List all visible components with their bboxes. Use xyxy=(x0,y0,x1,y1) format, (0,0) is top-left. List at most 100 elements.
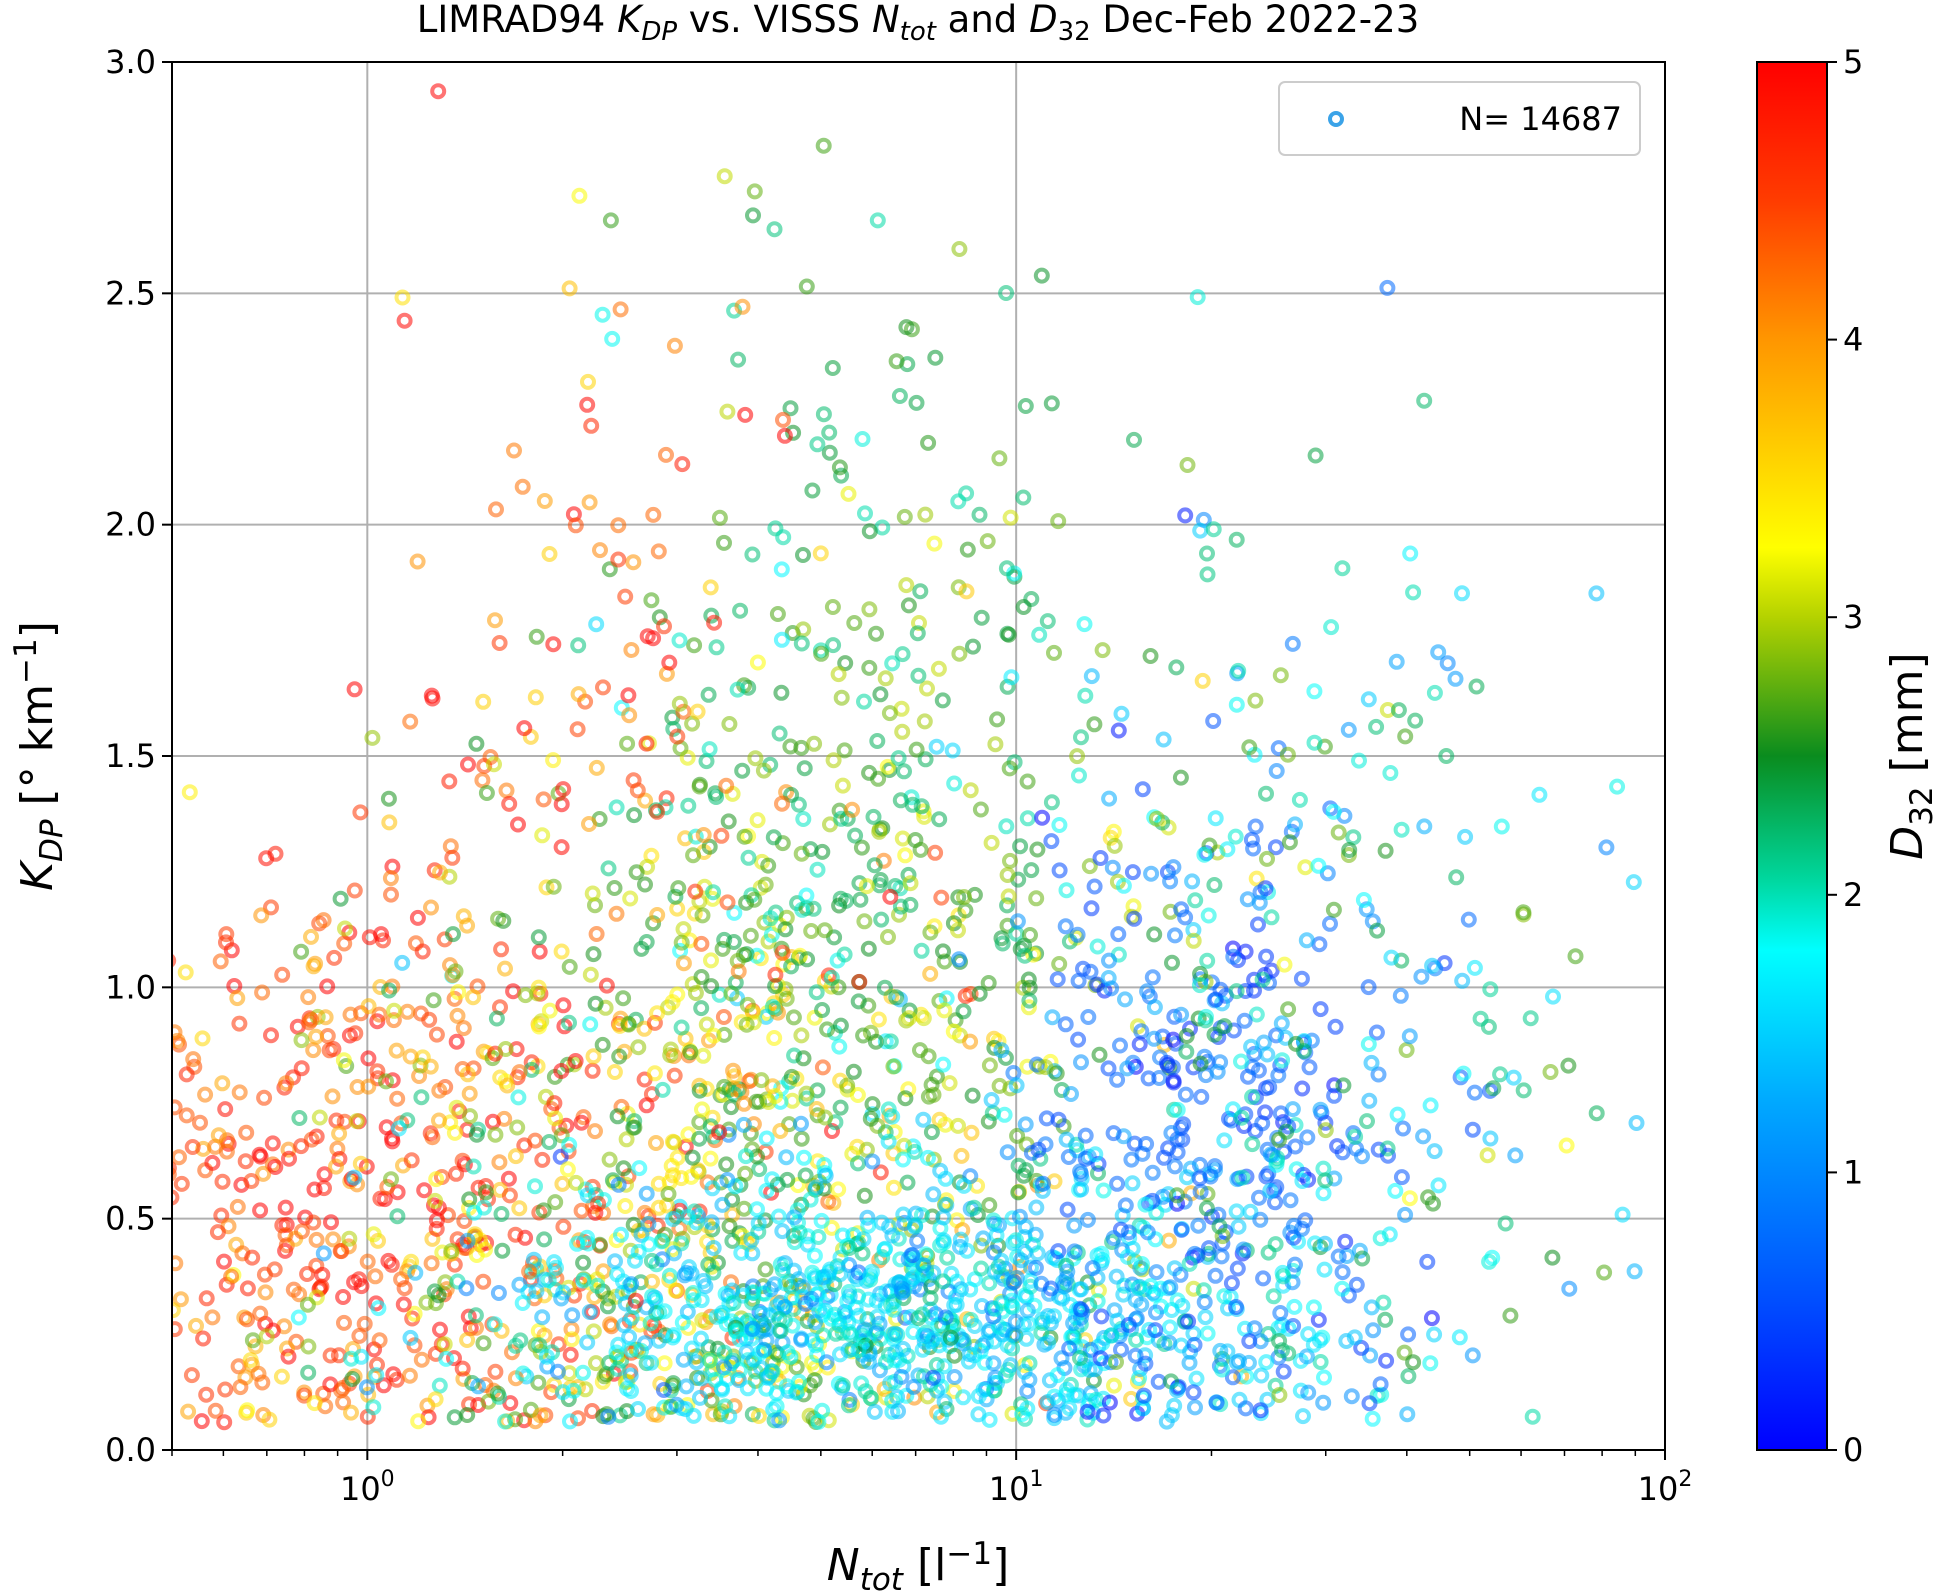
data-point xyxy=(595,679,611,696)
data-point xyxy=(184,1139,201,1155)
data-point xyxy=(1065,1315,1082,1332)
data-point xyxy=(1089,938,1106,955)
data-point xyxy=(1191,977,1208,994)
data-point xyxy=(1112,1037,1128,1054)
data-point xyxy=(158,1378,170,1390)
data-point xyxy=(907,1218,924,1235)
data-point xyxy=(254,984,271,1001)
data-point xyxy=(833,467,850,484)
data-point xyxy=(255,1165,272,1182)
data-point xyxy=(579,1187,596,1204)
data-point xyxy=(878,1354,894,1371)
data-point xyxy=(1272,1305,1289,1321)
data-point xyxy=(563,1331,580,1348)
data-point xyxy=(825,637,842,654)
data-point xyxy=(1178,1043,1195,1060)
data-point xyxy=(326,949,343,966)
data-point xyxy=(1247,692,1264,709)
data-point xyxy=(1156,1149,1172,1166)
data-point xyxy=(1161,1334,1178,1351)
data-point xyxy=(389,1208,406,1225)
data-point xyxy=(912,583,929,600)
data-point xyxy=(409,553,426,570)
data-point xyxy=(1372,1230,1389,1247)
data-point xyxy=(293,1060,310,1077)
data-point xyxy=(448,1033,465,1050)
data-point xyxy=(1430,1177,1447,1194)
data-point xyxy=(1174,1298,1191,1314)
data-point xyxy=(273,1368,290,1385)
data-point xyxy=(587,1204,604,1221)
data-point xyxy=(669,728,686,745)
data-point xyxy=(410,1413,427,1430)
data-point xyxy=(237,1153,254,1170)
data-point xyxy=(1319,865,1336,882)
data-point xyxy=(1146,926,1163,943)
data-point xyxy=(638,934,655,950)
data-point xyxy=(677,1401,694,1418)
data-point xyxy=(1175,1116,1192,1133)
data-point xyxy=(819,1021,836,1038)
data-point xyxy=(884,655,901,672)
data-point xyxy=(570,686,587,703)
data-point xyxy=(1142,648,1159,664)
data-point xyxy=(388,1371,405,1388)
data-point xyxy=(559,1161,576,1178)
data-point xyxy=(708,639,725,656)
data-point xyxy=(1407,712,1424,729)
data-point xyxy=(370,1300,387,1317)
data-point xyxy=(764,999,781,1015)
data-point xyxy=(495,912,512,929)
data-point xyxy=(928,1068,945,1085)
data-point xyxy=(941,1075,958,1092)
data-point xyxy=(764,1363,781,1380)
data-point xyxy=(172,953,177,968)
data-point xyxy=(1377,842,1394,859)
data-point xyxy=(666,1067,683,1084)
data-point xyxy=(915,1257,932,1274)
data-point xyxy=(691,1130,708,1147)
data-point xyxy=(1626,1263,1643,1280)
data-point xyxy=(981,1057,998,1074)
data-point xyxy=(1073,729,1089,746)
data-point xyxy=(1464,1347,1481,1364)
data-point xyxy=(725,934,742,950)
data-point xyxy=(958,583,975,600)
data-point xyxy=(1365,1322,1382,1339)
data-point xyxy=(1094,642,1111,659)
data-point xyxy=(527,689,544,706)
data-point xyxy=(1422,1355,1439,1372)
data-point xyxy=(946,1347,963,1364)
data-point xyxy=(1524,1408,1541,1425)
data-point xyxy=(1072,1350,1088,1366)
data-point xyxy=(1087,1146,1104,1163)
data-point xyxy=(1116,1277,1133,1294)
data-point xyxy=(1185,932,1202,949)
data-point xyxy=(1051,862,1068,879)
data-point xyxy=(383,886,399,903)
data-point xyxy=(1405,584,1422,601)
data-point xyxy=(946,1369,963,1385)
data-point xyxy=(817,1167,834,1184)
data-point xyxy=(1315,1394,1332,1411)
data-point xyxy=(623,642,640,658)
data-point xyxy=(443,1243,460,1260)
data-point xyxy=(584,1062,601,1079)
data-point xyxy=(936,1393,953,1410)
data-point xyxy=(1401,1190,1418,1207)
data-point xyxy=(1250,916,1266,933)
data-point xyxy=(809,1346,826,1363)
data-point xyxy=(895,1340,911,1357)
data-point xyxy=(1379,1140,1396,1157)
data-point xyxy=(516,720,533,737)
data-point xyxy=(337,920,353,937)
data-point xyxy=(567,1053,584,1069)
data-point xyxy=(1084,1260,1101,1277)
data-point xyxy=(705,1240,722,1256)
data-point xyxy=(432,1321,448,1338)
data-point xyxy=(1205,713,1222,729)
data-point xyxy=(1253,1367,1270,1384)
data-point xyxy=(1066,1217,1083,1234)
data-point xyxy=(360,1078,377,1095)
